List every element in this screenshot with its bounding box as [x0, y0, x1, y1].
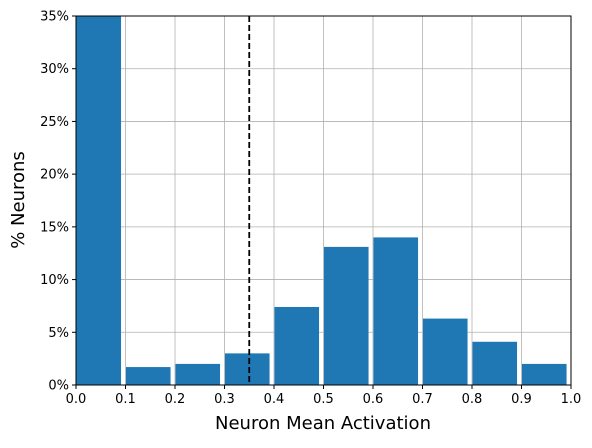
y-tick-label: 30% [40, 62, 69, 77]
y-tick-label: 25% [40, 115, 69, 130]
x-tick-label: 0.9 [511, 392, 532, 407]
histogram-bar [274, 306, 320, 385]
x-tick-label: 0.2 [165, 392, 186, 407]
y-tick-label: 15% [40, 220, 69, 235]
x-tick-label: 1.0 [561, 392, 582, 407]
histogram-bar [323, 246, 369, 385]
x-tick-label: 0.6 [363, 392, 384, 407]
histogram-bar [521, 363, 567, 385]
y-tick-label: 0% [48, 379, 69, 394]
histogram-bar [224, 353, 270, 385]
x-tick-label: 0.5 [313, 392, 334, 407]
x-tick-label: 0.1 [115, 392, 136, 407]
axes: 0.0 0.1 0.2 0.3 0.4 0.5 0.6 0.7 0.8 0.9 1.0 0% 5% 10%… [40, 10, 581, 408]
x-tick-label: 0.7 [412, 392, 433, 407]
bars [76, 16, 567, 385]
histogram-bar [125, 367, 171, 385]
x-axis-title: Neuron Mean Activation [215, 413, 431, 434]
x-tick-label: 0.8 [462, 392, 483, 407]
histogram-bar [373, 237, 419, 385]
histogram-bar [76, 16, 122, 385]
y-tick-label: 20% [40, 168, 69, 183]
y-tick-label: 5% [48, 326, 69, 341]
y-tick-label: 10% [40, 273, 69, 288]
axis-labels: Neuron Mean Activation % Neurons [8, 151, 431, 434]
histogram-bar [472, 341, 518, 385]
grid-lines [75, 15, 572, 386]
histogram-bar [422, 318, 468, 385]
x-tick-label: 0.3 [214, 392, 235, 407]
x-tick-label: 0.4 [264, 392, 285, 407]
x-tick-label: 0.0 [66, 392, 87, 407]
histogram-bar [175, 363, 221, 385]
y-tick-label: 35% [40, 10, 69, 25]
y-axis-title: % Neurons [8, 151, 29, 249]
